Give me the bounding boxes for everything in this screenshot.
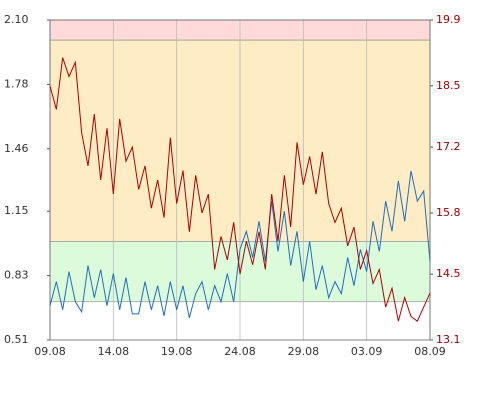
x-tick-label: 03.09 — [351, 345, 383, 358]
y2-tick-label: 18.5 — [436, 79, 461, 92]
y-tick-label: 1.46 — [4, 142, 29, 155]
x-tick-label: 09.08 — [34, 345, 66, 358]
y2-tick-label: 14.5 — [436, 267, 461, 280]
y2-tick-label: 19.9 — [436, 13, 461, 26]
y2-tick-label: 13.1 — [436, 333, 461, 346]
y-tick-label: 0.83 — [4, 269, 29, 282]
series-line — [49, 57, 431, 322]
y2-tick-label: 15.8 — [436, 206, 461, 219]
y-tick-label: 1.15 — [4, 204, 29, 217]
x-tick-label: 08.09 — [414, 345, 446, 358]
y-tick-label: 0.51 — [4, 333, 29, 346]
plot-frame — [49, 19, 431, 341]
x-tick-label: 14.08 — [98, 345, 130, 358]
x-tick-label: 19.08 — [161, 345, 193, 358]
x-tick-label: 24.08 — [224, 345, 256, 358]
y-tick-label: 2.10 — [4, 13, 29, 26]
y2-tick-label: 17.2 — [436, 140, 461, 153]
series-line — [49, 170, 431, 318]
y-tick-label: 1.78 — [4, 77, 29, 90]
x-tick-label: 29.08 — [288, 345, 320, 358]
